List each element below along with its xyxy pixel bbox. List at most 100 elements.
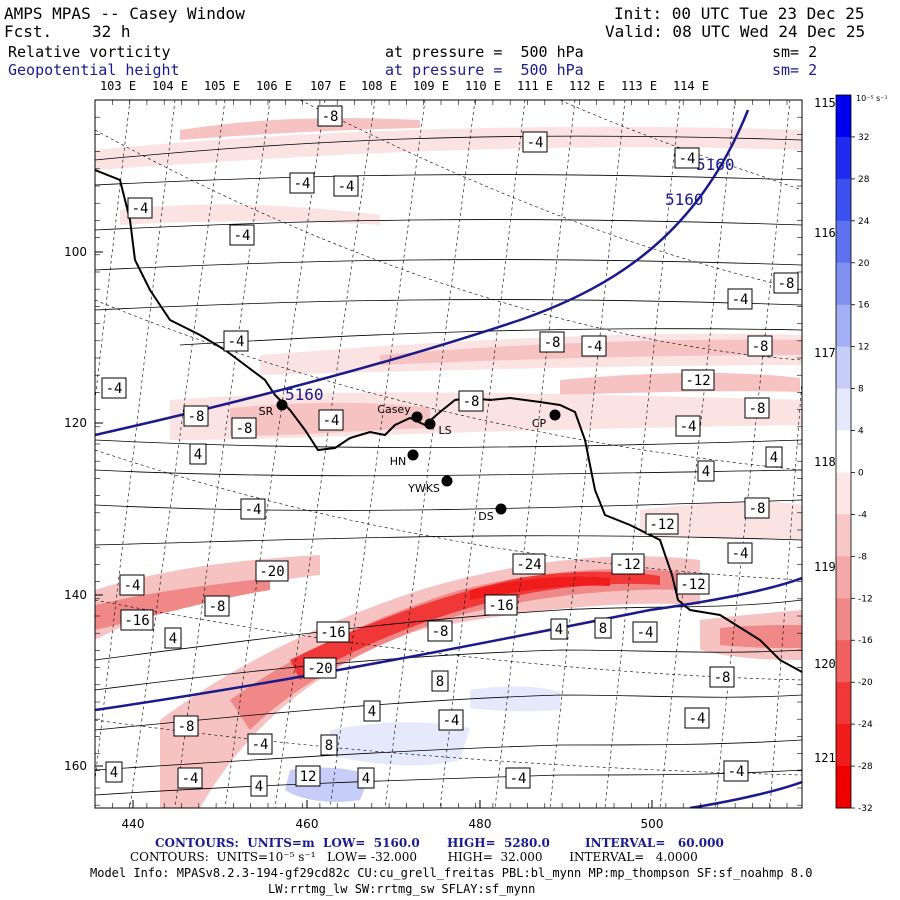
vorticity-label: 8 — [431, 670, 449, 692]
vorticity-label: -4 — [240, 498, 266, 520]
svg-text:-8: -8 — [714, 670, 731, 686]
svg-text:-4: -4 — [679, 151, 696, 167]
field2-name: Geopotential height — [8, 61, 180, 79]
colorbar-label: 24 — [858, 217, 870, 227]
colorbar-swatch — [836, 556, 851, 599]
colorbar-swatch — [836, 724, 851, 767]
vorticity-label: -20 — [303, 657, 337, 679]
vorticity-label: -4 — [581, 335, 607, 357]
vorticity-label: -24 — [512, 553, 546, 575]
vorticity-label: 8 — [320, 734, 338, 756]
colorbar-swatch — [836, 304, 851, 348]
vorticity-label: -4 — [522, 131, 548, 153]
vorticity-label: -4 — [727, 288, 753, 310]
svg-text:-16: -16 — [124, 613, 149, 629]
top-lon-label: 111 E — [517, 79, 553, 93]
colorbar-swatch — [836, 682, 851, 725]
svg-text:-4: -4 — [443, 713, 460, 729]
vorticity-label: -4 — [247, 733, 273, 755]
svg-text:4: 4 — [110, 765, 118, 781]
y-tick-label: 160 — [64, 759, 87, 773]
svg-text:-20: -20 — [307, 661, 332, 677]
svg-text:12: 12 — [300, 769, 317, 785]
model-physics: LW:rrtmg_lw SW:rrtmg_sw SFLAY:sf_mynn — [268, 882, 536, 896]
svg-text:-12: -12 — [649, 517, 674, 533]
svg-text:-8: -8 — [463, 394, 480, 410]
vorticity-label: -12 — [681, 369, 715, 391]
svg-text:-4: -4 — [252, 737, 269, 753]
vorticity-label: -8 — [458, 390, 484, 412]
svg-text:-4: -4 — [338, 179, 355, 195]
top-lon-label: 103 E — [100, 79, 136, 93]
vorticity-label: -16 — [120, 609, 154, 631]
colorbar-label: -4 — [858, 510, 867, 520]
vorticity-label: 8 — [594, 617, 612, 639]
station-label: HN — [390, 455, 407, 468]
colorbar-swatch — [836, 262, 851, 306]
colorbar-label: 12 — [858, 343, 869, 353]
colorbar-swatch — [836, 136, 851, 180]
footer-height-contours: CONTOURS: UNITS=m LOW= 5160.0 — [155, 836, 420, 850]
svg-text:-4: -4 — [294, 176, 311, 192]
station-marker — [276, 399, 288, 411]
svg-text:-4: -4 — [132, 201, 149, 217]
vorticity-label: -4 — [318, 409, 344, 431]
svg-text:-8: -8 — [544, 335, 561, 351]
vorticity-label: -4 — [723, 760, 749, 782]
valid-time: Valid: 08 UTC Wed 24 Dec 25 — [605, 22, 866, 41]
top-lon-label: 108 E — [361, 79, 397, 93]
station-marker — [495, 503, 507, 515]
svg-text:-4: -4 — [586, 339, 603, 355]
forecast-hours: 32 h — [92, 22, 131, 41]
vorticity-label: -4 — [177, 767, 203, 789]
station-label: LS — [438, 424, 451, 437]
station-ls: LS — [424, 418, 452, 437]
svg-text:-4: -4 — [510, 771, 527, 787]
svg-text:-8: -8 — [432, 624, 449, 640]
axes: 103 E 104 E 105 E 106 E 107 E 108 E 109 E 110 E… — [64, 79, 850, 831]
vorticity-label: -4 — [505, 767, 531, 789]
colorbar-label: -20 — [858, 678, 873, 688]
station-marker — [424, 418, 436, 430]
svg-text:-4: -4 — [732, 292, 749, 308]
vorticity-label: 12 — [295, 765, 321, 787]
svg-text:-8: -8 — [749, 501, 766, 517]
y-tick-label: 120 — [64, 416, 87, 430]
svg-text:4: 4 — [194, 447, 202, 463]
svg-text:-8: -8 — [236, 421, 253, 437]
vorticity-label: -4 — [674, 147, 700, 169]
svg-text:-4: -4 — [228, 334, 245, 350]
colorbar-swatch — [836, 472, 851, 515]
coastline — [95, 169, 802, 673]
svg-text:-4: -4 — [124, 578, 141, 594]
colorbar-unit: 10⁻⁵ s⁻¹ — [856, 94, 888, 103]
svg-text:-8: -8 — [749, 401, 766, 417]
vorticity-label: -8 — [204, 595, 230, 617]
model-info: Model Info: MPASv8.2.3-194-gf29cd82c CU:… — [90, 866, 813, 880]
svg-text:4: 4 — [770, 450, 778, 466]
top-lon-label: 110 E — [465, 79, 501, 93]
colorbar-label: 32 — [858, 133, 869, 143]
vorticity-label: -12 — [611, 553, 645, 575]
station-label: YWKS — [407, 482, 440, 495]
station-label: DS — [478, 510, 493, 523]
colorbar-label: -16 — [858, 636, 873, 646]
colorbar-swatch — [836, 766, 851, 809]
svg-text:-4: -4 — [728, 764, 745, 780]
plot-frame — [94, 99, 803, 809]
colorbar-label: -28 — [858, 762, 873, 772]
vorticity-label: 4 — [363, 700, 381, 722]
svg-text:4: 4 — [169, 631, 177, 647]
vorticity-label: -12 — [676, 573, 710, 595]
vorticity-label: 4 — [550, 618, 568, 640]
colorbar-swatch — [836, 388, 851, 432]
svg-text:-20: -20 — [259, 564, 284, 580]
top-lon-label: 109 E — [413, 79, 449, 93]
vorticity-label: -4 — [675, 415, 701, 437]
vorticity-label: 4 — [164, 627, 182, 649]
vorticity-label: -16 — [316, 621, 350, 643]
colorbar-swatch — [836, 346, 851, 390]
y-tick-label: 100 — [64, 245, 87, 259]
svg-text:4: 4 — [702, 464, 710, 480]
vorticity-label: -20 — [255, 560, 289, 582]
